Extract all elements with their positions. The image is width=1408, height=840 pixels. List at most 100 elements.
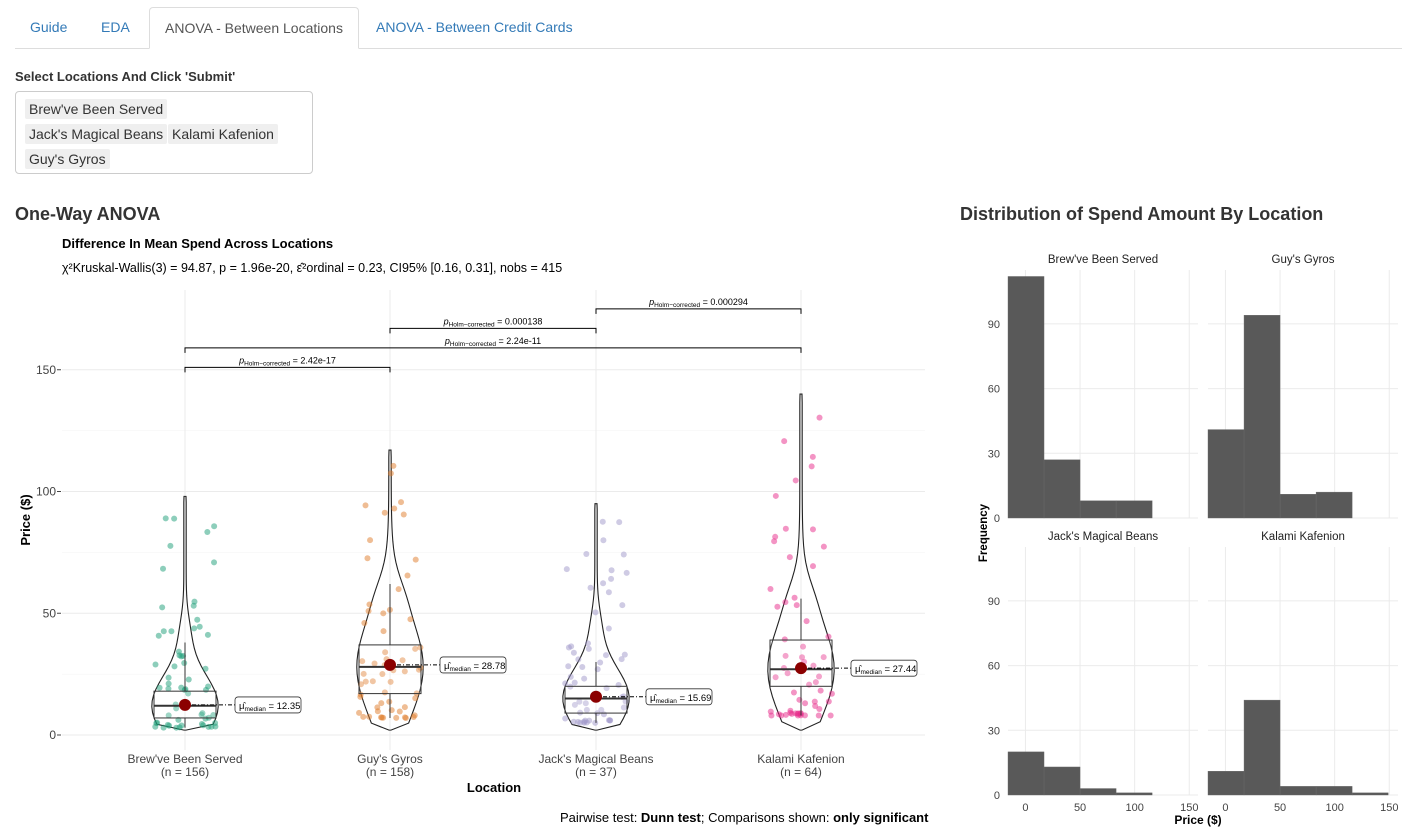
data-point: [171, 515, 178, 522]
data-point: [360, 713, 367, 720]
histogram-bar: [1243, 699, 1281, 796]
data-point: [160, 628, 167, 635]
data-point: [781, 438, 788, 445]
median-point: [384, 658, 396, 671]
data-point: [582, 700, 589, 707]
data-point: [185, 676, 192, 683]
data-point: [367, 537, 374, 544]
data-point: [784, 670, 791, 677]
data-point: [175, 648, 182, 655]
data-point: [782, 525, 789, 532]
data-point: [827, 712, 834, 719]
selected-chip[interactable]: Kalami Kafenion: [168, 124, 278, 144]
data-point: [412, 695, 419, 702]
data-point: [194, 616, 201, 623]
data-point: [152, 661, 159, 668]
data-point: [600, 580, 607, 587]
data-point: [599, 518, 606, 525]
histogram-bar: [1079, 500, 1117, 519]
data-point: [576, 698, 583, 705]
data-point: [577, 719, 584, 726]
data-point: [399, 657, 406, 664]
data-point: [390, 462, 397, 469]
data-point: [364, 555, 371, 562]
data-point: [767, 586, 774, 593]
data-point: [400, 511, 407, 518]
data-point: [171, 663, 178, 670]
data-point: [165, 680, 172, 687]
data-point: [167, 542, 174, 549]
data-point: [565, 663, 572, 670]
data-point: [605, 625, 612, 632]
selected-chip[interactable]: Guy's Gyros: [25, 149, 110, 169]
median-label-box: [234, 696, 302, 714]
data-point: [381, 509, 388, 516]
data-point: [582, 717, 589, 724]
data-point: [211, 559, 218, 566]
x-axis-label: Location: [467, 780, 521, 795]
data-point: [162, 515, 169, 522]
data-point: [380, 628, 387, 635]
data-point: [790, 689, 797, 696]
data-point: [815, 712, 822, 719]
comparison-bracket: [184, 366, 391, 373]
data-point: [401, 704, 408, 711]
x-tick-label: 150: [1180, 802, 1198, 814]
data-point: [828, 690, 835, 697]
distribution-histograms: Brew've Been Served 0 30 60 90 Guy's Gyros Jac…: [978, 254, 1398, 827]
distribution-heading: Distribution of Spend Amount By Location: [960, 204, 1324, 224]
violin-3: [767, 393, 835, 731]
data-point: [196, 623, 203, 630]
data-point: [395, 586, 402, 593]
data-point: [802, 700, 809, 707]
data-point: [387, 678, 394, 685]
x-tick-label: 50: [1074, 802, 1086, 814]
data-point: [782, 652, 789, 659]
data-point: [583, 706, 590, 713]
data-point: [810, 662, 817, 669]
median-label-0: μ̂median = 12.35: [234, 696, 302, 714]
data-point: [597, 659, 604, 666]
location-multiselect[interactable]: Brew've Been Served Jack's Magical Beans…: [15, 91, 313, 174]
data-point: [570, 649, 577, 656]
data-point: [786, 554, 793, 561]
data-point: [412, 645, 419, 652]
data-point: [803, 618, 810, 625]
data-point: [412, 556, 419, 563]
tab-anova-credit-cards[interactable]: ANOVA - Between Credit Cards: [376, 19, 573, 35]
violin-1: [356, 449, 424, 731]
tab-anova-locations[interactable]: ANOVA - Between Locations: [149, 7, 359, 49]
data-point: [562, 680, 569, 687]
selected-chip[interactable]: Brew've Been Served: [25, 99, 168, 119]
tab-guide[interactable]: Guide: [30, 19, 68, 35]
data-point: [581, 675, 588, 682]
data-point: [812, 703, 819, 710]
data-point: [592, 609, 599, 616]
data-point: [608, 567, 615, 574]
data-point: [772, 492, 779, 499]
median-label-1: μ̂median = 28.78: [439, 656, 507, 674]
y-tick-label: 60: [988, 384, 1000, 396]
y-tick-label: 50: [43, 606, 57, 620]
data-point: [621, 651, 628, 658]
histogram-bar: [1351, 792, 1389, 796]
y-tick-label: 0: [994, 513, 1000, 525]
data-point: [809, 563, 816, 570]
data-point: [792, 477, 799, 484]
data-point: [411, 712, 418, 719]
data-point: [608, 575, 615, 582]
x-tick-label: Guy's Gyros: [357, 752, 423, 766]
data-point: [772, 674, 779, 681]
selected-chip[interactable]: Jack's Magical Beans: [25, 124, 168, 144]
histogram-bar: [1007, 751, 1045, 796]
median-label-3: μ̂median = 27.44: [850, 659, 918, 677]
tab-eda[interactable]: EDA: [101, 19, 130, 35]
x-tick-label: 100: [1125, 802, 1143, 814]
x-tick-count: (n = 158): [366, 765, 414, 779]
plot-title: Difference In Mean Spend Across Location…: [62, 236, 333, 251]
data-point: [382, 649, 389, 656]
y-axis-label: Price ($): [18, 494, 33, 545]
data-point: [600, 537, 607, 544]
data-point: [211, 523, 218, 530]
comparison-label: pHolm−corrected = 2.42e-17: [238, 355, 336, 367]
